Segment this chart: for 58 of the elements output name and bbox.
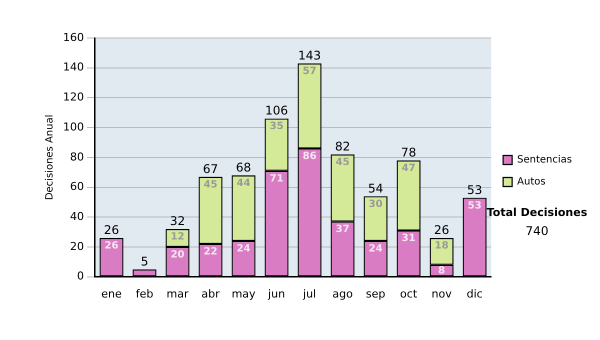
x-tick-label: jul <box>302 287 316 300</box>
data-label: 30 <box>368 198 383 210</box>
data-label: 47 <box>402 162 416 174</box>
data-label: 24 <box>368 244 383 255</box>
x-tick-label: sep <box>366 287 386 300</box>
data-label: 86 <box>302 151 317 162</box>
y-tick-label: 20 <box>70 240 84 253</box>
total-label: 78 <box>400 146 416 160</box>
total-label: 106 <box>265 104 288 118</box>
y-tick-label: 120 <box>62 90 84 104</box>
total-label: 53 <box>466 182 482 197</box>
total-label: 54 <box>368 181 384 196</box>
data-label: 8 <box>438 265 446 276</box>
data-label: 31 <box>402 233 416 244</box>
data-label: 45 <box>204 179 218 190</box>
legend-label: Autos <box>517 176 546 188</box>
total-label: 26 <box>104 223 120 238</box>
data-label: 45 <box>336 157 350 168</box>
y-tick-label: 100 <box>62 120 84 134</box>
total-label: 68 <box>236 160 252 174</box>
y-tick-label: 40 <box>70 210 84 223</box>
total-label: 5 <box>140 254 148 268</box>
data-label: 35 <box>270 121 284 132</box>
x-tick-label: abr <box>201 287 220 300</box>
y-tick-label: 160 <box>62 30 84 44</box>
data-label: 18 <box>434 240 449 252</box>
data-label: 20 <box>170 250 185 261</box>
data-label: 44 <box>236 178 251 189</box>
legend-label: Sentencias <box>517 154 572 166</box>
total-label: 26 <box>434 223 450 238</box>
total-label: 32 <box>170 214 186 228</box>
total-label: 82 <box>334 140 350 154</box>
data-label: 26 <box>104 240 118 252</box>
data-label: 53 <box>468 200 482 212</box>
data-label: 12 <box>170 232 185 243</box>
data-label: 71 <box>270 173 284 184</box>
y-tick-label: 0 <box>76 270 84 283</box>
x-tick-label: oct <box>400 287 418 300</box>
data-label: 57 <box>302 66 317 77</box>
x-tick-label: mar <box>166 287 189 300</box>
x-tick-label: nov <box>432 287 452 300</box>
data-label: 37 <box>336 224 350 236</box>
y-tick-label: 60 <box>70 180 84 194</box>
y-tick-label: 80 <box>70 150 84 164</box>
annotation: Total Decisiones <box>486 206 588 219</box>
x-tick-label: ene <box>101 287 122 300</box>
total-label: 67 <box>202 162 218 176</box>
total-label: 143 <box>298 48 322 62</box>
x-tick-label: feb <box>136 287 154 300</box>
x-tick-label: may <box>232 287 256 300</box>
y-tick-label: 140 <box>62 60 84 74</box>
data-label: 22 <box>204 246 218 258</box>
text: 740 <box>526 224 548 238</box>
x-tick-label: ago <box>332 287 354 300</box>
x-tick-label: dic <box>466 287 483 300</box>
x-tick-label: jun <box>267 287 286 300</box>
data-label: 24 <box>236 244 251 255</box>
y-axis-title: Decisiones Anual <box>44 114 56 200</box>
